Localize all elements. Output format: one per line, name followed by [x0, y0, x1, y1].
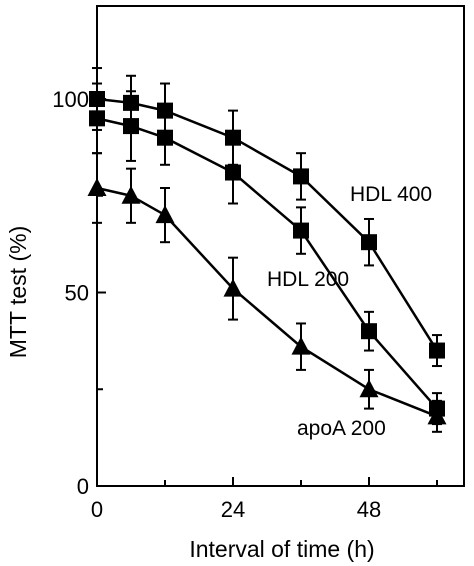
y-tick-label: 50	[65, 281, 89, 306]
data-point	[361, 234, 377, 251]
x-tick-label: 24	[221, 497, 245, 522]
axis-ticks: 0 50 100 0 24 48	[52, 87, 438, 522]
series-line	[96, 97, 439, 352]
series-line	[96, 186, 438, 418]
plot-frame	[96, 5, 465, 487]
data-point	[429, 342, 445, 359]
data-point	[123, 118, 139, 135]
plot-area	[96, 5, 465, 487]
data-point	[89, 110, 105, 127]
data-point	[157, 129, 173, 146]
annotation-apoa-200: apoA 200	[297, 417, 386, 440]
y-axis-label: MTT test (%)	[5, 226, 31, 358]
data-point	[359, 379, 379, 398]
series-line	[96, 117, 438, 410]
series-hdl-400	[89, 67, 445, 368]
data-point	[225, 164, 241, 181]
data-point	[155, 205, 175, 224]
y-tick-label: 0	[77, 474, 89, 499]
x-tick-label: 0	[91, 497, 103, 522]
data-point	[427, 406, 447, 425]
x-axis-label: Interval of time (h)	[189, 536, 374, 562]
data-point	[87, 178, 107, 197]
y-tick-label: 100	[52, 87, 89, 112]
data-point	[293, 222, 309, 239]
series-apoa-200	[87, 152, 447, 433]
annotation-hdl-400: HDL 400	[350, 183, 432, 206]
annotation-hdl-200: HDL 200	[267, 268, 349, 291]
x-tick-label: 48	[357, 497, 381, 522]
series-layer	[87, 67, 447, 433]
data-point	[291, 336, 311, 355]
data-point	[223, 278, 243, 297]
data-point	[293, 168, 309, 185]
data-point	[121, 185, 141, 204]
data-point	[361, 323, 377, 340]
series-hdl-200	[89, 82, 445, 426]
